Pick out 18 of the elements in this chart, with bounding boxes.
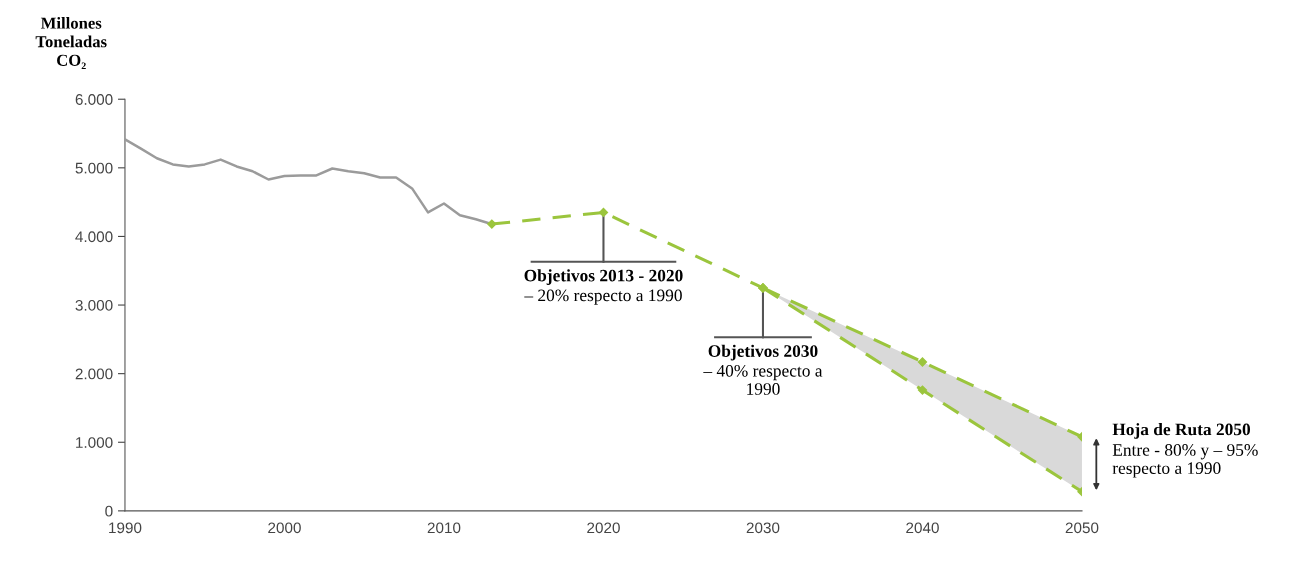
x-tick-label: 2040	[906, 522, 939, 534]
annotation: Objetivos 2013 - 2020 – 20% respecto a 1990	[524, 269, 683, 305]
y-tick-label: 5.000	[75, 162, 113, 174]
y-tick-label: 3.000	[75, 299, 113, 311]
x-tick-label: 2000	[268, 522, 301, 534]
x-tick-label: 1990	[109, 522, 142, 534]
y-tick-label: 0	[105, 505, 113, 517]
y-tick-label: 2.000	[75, 368, 113, 380]
y-tick-label: 6.000	[75, 94, 113, 105]
y-axis-title: Millones Toneladas CO₂	[35, 17, 107, 70]
x-tick-label: 2010	[427, 522, 461, 534]
y-tick-label: 4.000	[75, 231, 113, 243]
x-tick-label: 2030	[746, 522, 780, 534]
x-tick-label: 2020	[587, 522, 620, 534]
annotation: Hoja de Ruta 2050 Entre - 80% y – 95% respecto a 1990	[1112, 423, 1258, 478]
y-tick-label: 1.000	[76, 437, 113, 448]
annotation: Objetivos 2030 – 40% respecto a 1990	[703, 344, 823, 395]
x-tick-label: 2050	[1065, 522, 1099, 534]
